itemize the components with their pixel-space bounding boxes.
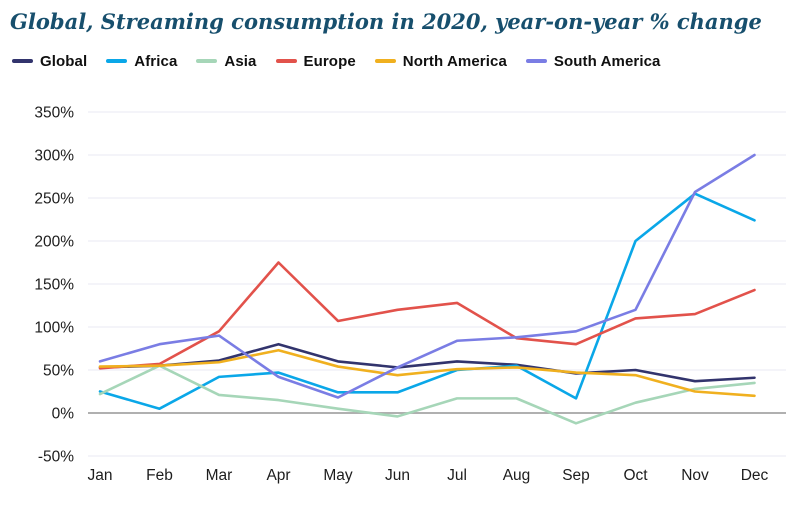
series-line-asia	[98, 364, 756, 425]
y-tick-label: 200%	[34, 234, 74, 251]
chart-title: Global, Streaming consumption in 2020, y…	[10, 9, 762, 34]
legend-label: North America	[402, 52, 507, 70]
series-line-north-america	[98, 348, 756, 398]
legend-label: Africa	[134, 52, 178, 70]
x-tick-label: Jan	[88, 467, 113, 484]
series-line-africa	[98, 192, 756, 411]
legend: Global Africa Asia Europe North America South…	[12, 52, 800, 70]
legend-label: Global	[40, 52, 88, 70]
legend-item-asia: Asia	[196, 53, 256, 70]
y-tick-label: 250%	[34, 191, 74, 208]
legend-swatch-icon	[525, 59, 547, 63]
legend-item-north-america: North America	[374, 52, 507, 70]
y-tick-label: 0%	[52, 406, 75, 423]
y-tick-label: -50%	[38, 449, 74, 466]
streaming-consumption-chart: Global, Streaming consumption in 2020, y…	[0, 9, 800, 508]
series-line-europe	[98, 261, 756, 370]
x-tick-label: Feb	[146, 467, 173, 484]
series-line-south-america	[98, 153, 756, 399]
legend-item-africa: Africa	[106, 53, 177, 70]
legend-label: Asia	[224, 52, 257, 70]
x-tick-label: Dec	[741, 467, 769, 484]
y-tick-label: 50%	[43, 363, 74, 380]
series-line-global	[98, 342, 756, 383]
x-tick-label: Oct	[623, 467, 648, 484]
chart-plot-area: 350% 300% 250% 200% 150% 100% 50% 0% -50% Jan Feb M…	[34, 105, 786, 484]
x-tick-label: Sep	[562, 467, 590, 484]
legend-label: Europe	[303, 52, 356, 70]
x-tick-label: May	[323, 467, 353, 484]
x-tick-label: Mar	[206, 467, 233, 484]
legend-swatch-icon	[12, 59, 33, 63]
y-tick-label: 300%	[34, 148, 74, 165]
x-tick-label: Aug	[503, 467, 531, 484]
legend-item-europe: Europe	[275, 52, 356, 70]
y-tick-label: 350%	[34, 105, 74, 122]
x-tick-label: Apr	[266, 467, 290, 484]
x-tick-label: Jul	[447, 467, 467, 484]
legend-swatch-icon	[275, 59, 297, 63]
legend-label: South America	[553, 52, 661, 70]
legend-swatch-icon	[196, 59, 218, 63]
legend-item-global: Global	[12, 53, 87, 70]
legend-swatch-icon	[374, 59, 396, 63]
x-tick-label: Nov	[681, 467, 709, 484]
x-tick-label: Jun	[385, 467, 410, 484]
legend-swatch-icon	[106, 59, 128, 63]
legend-item-south-america: South America	[525, 52, 661, 70]
y-tick-label: 150%	[34, 277, 74, 294]
y-tick-label: 100%	[34, 320, 74, 337]
